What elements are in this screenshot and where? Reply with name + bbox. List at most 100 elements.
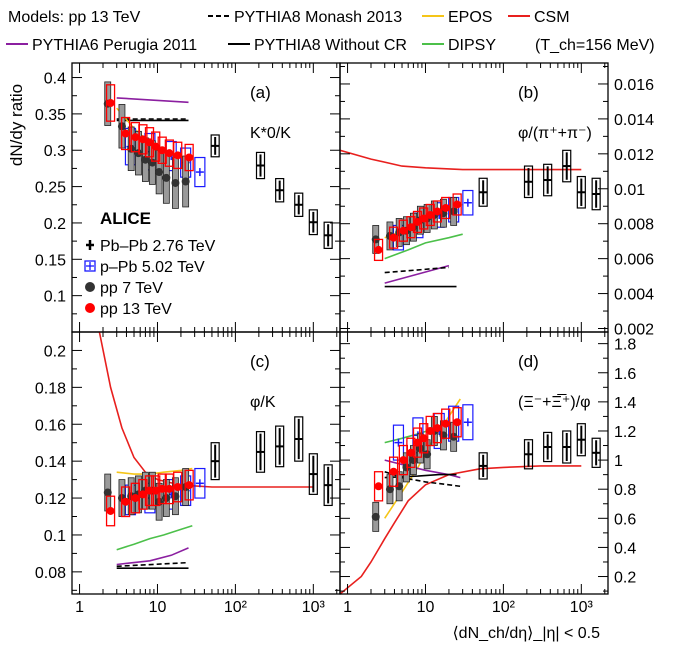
legend-entry: PYTHIA6 Perugia 2011 xyxy=(6,37,197,54)
ratio-label: K*0/K xyxy=(250,125,291,142)
x-tick-label: 10² xyxy=(492,599,516,616)
pp7-point xyxy=(141,155,150,164)
panel-2: 0.08 0.1 0.12 0.14 0.16 0.18 0.2 (c) φ/K xyxy=(35,331,341,595)
panel-frame xyxy=(71,331,341,595)
model-curve xyxy=(116,547,189,566)
y-tick-label: 0.18 xyxy=(35,380,66,397)
y-tick-label: 0.1 xyxy=(44,289,66,306)
y-tick-label: 1 xyxy=(614,453,623,470)
y-tick-label: 0.14 xyxy=(35,454,66,471)
x-tick-label: 10³ xyxy=(570,599,594,616)
pp7-point xyxy=(162,173,171,182)
model-curve xyxy=(340,149,582,171)
legend-label: CSM xyxy=(534,9,570,26)
panel-letter: (d) xyxy=(518,352,539,371)
x-ticks xyxy=(79,332,338,594)
circle-marker xyxy=(85,282,95,292)
data-legend: ALICE Pb–Pb 2.76 TeV p–Pb 5.02 TeV pp 7 TeV… xyxy=(84,209,216,318)
ppb-syst-box xyxy=(462,404,474,441)
plot-area xyxy=(340,398,601,594)
data-legend-label: pp 13 TeV xyxy=(100,301,172,318)
panel-letter: (c) xyxy=(250,352,270,371)
y-tick-label: 0.2 xyxy=(614,570,636,587)
x-tick-label: 1 xyxy=(343,599,352,616)
y-tick-label: 0.002 xyxy=(614,322,654,339)
ppb-syst-box xyxy=(194,156,206,188)
pp13-point xyxy=(441,419,450,428)
y-tick-label: 0.16 xyxy=(35,417,66,434)
pp7-point xyxy=(155,168,164,177)
pp13-point xyxy=(106,98,115,107)
legend-note: (T_ch=156 MeV) xyxy=(535,37,655,54)
pp13-point xyxy=(441,203,450,212)
pp13-point xyxy=(426,210,435,219)
pp13-point xyxy=(106,506,115,515)
y-tick-label: 0.1 xyxy=(44,528,66,545)
pp13-point xyxy=(453,200,462,209)
panel-0: 0.1 0.15 0.2 0.25 0.3 0.35 0.4 (a) K*0/K xyxy=(35,62,341,333)
y-tick-label: 0.8 xyxy=(614,482,636,499)
panel-3: 0.2 0.4 0.6 0.8 1 1.2 1.4 1.6 1.8 (d) (Ξ⁻+Ξ̅⁺)/φ xyxy=(339,331,636,595)
y-tick-label: 0.4 xyxy=(614,540,636,557)
pp13-point xyxy=(374,245,383,254)
data-legend-entry: pp 13 TeV xyxy=(85,301,172,318)
pp13-point xyxy=(389,233,398,242)
legend-label: DIPSY xyxy=(448,37,496,54)
data-legend-entry: p–Pb 5.02 TeV xyxy=(84,259,205,276)
y-tick-label: 0.2 xyxy=(44,343,66,360)
model-curve xyxy=(98,332,314,488)
ratio-label: φ/K xyxy=(250,394,276,411)
legend-entry: DIPSY xyxy=(422,37,496,54)
pp13-point xyxy=(374,482,383,491)
model-curve xyxy=(384,266,449,274)
pp13-point xyxy=(426,426,435,435)
pp13-point xyxy=(121,497,130,506)
x-tick-label: 10² xyxy=(224,599,248,616)
y-ticks: 0.2 0.4 0.6 0.8 1 1.2 1.4 1.6 1.8 xyxy=(340,337,636,592)
plot-area xyxy=(340,149,601,288)
y-tick-label: 0.014 xyxy=(614,112,654,129)
y-tick-label: 1.2 xyxy=(614,424,636,441)
pp13-point xyxy=(433,207,442,216)
y-tick-label: 0.4 xyxy=(44,71,66,88)
model-curve xyxy=(116,561,189,568)
panel-1: 0.002 0.004 0.006 0.008 0.01 0.012 0.014 0.016 (… xyxy=(339,62,654,339)
y-ticks: 0.08 0.1 0.12 0.14 0.16 0.18 0.2 xyxy=(35,331,340,591)
y-tick-label: 0.006 xyxy=(614,252,654,269)
y-tick-label: 0.3 xyxy=(44,143,66,160)
y-tick-label: 0.008 xyxy=(614,217,654,234)
data-legend-entry: Pb–Pb 2.76 TeV xyxy=(86,238,216,255)
ratio-label: φ/(π⁺+π⁻) xyxy=(518,125,592,142)
pp13-point xyxy=(165,149,174,158)
y-tick-label: 0.004 xyxy=(614,287,654,304)
legend-entry: CSM xyxy=(508,9,570,26)
ppb-syst-box xyxy=(462,189,474,216)
panel-frame xyxy=(339,331,609,595)
model-curve xyxy=(384,459,461,479)
ratio-label: (Ξ⁻+Ξ̅⁺)/φ xyxy=(518,393,591,411)
y-tick-label: 0.08 xyxy=(35,565,66,582)
model-legend: Models: pp 13 TeV PYTHIA8 Monash 2013 EPOS… xyxy=(6,9,655,54)
legend-label: PYTHIA8 Without CR xyxy=(254,37,407,54)
ppb-syst-box xyxy=(194,467,206,499)
x-tick-label: 10 xyxy=(149,599,167,616)
pp13-point xyxy=(165,484,174,493)
pp7-point xyxy=(181,177,190,186)
model-curve xyxy=(384,264,450,284)
plot-area xyxy=(103,81,333,249)
panels: 0.10.150.20.250.30.350.4(a)K*0/K 0.002 0.0… xyxy=(35,62,654,595)
y-tick-label: 0.6 xyxy=(614,511,636,528)
x-tick-label: 10 xyxy=(417,599,435,616)
ppb-syst-box xyxy=(392,424,405,461)
circle-marker xyxy=(85,303,95,313)
open-cross-marker xyxy=(84,260,96,272)
x-ticks xyxy=(347,332,606,594)
pp13-point xyxy=(185,481,194,490)
model-curve xyxy=(340,465,582,594)
legend-entry: PYTHIA8 Without CR xyxy=(228,37,407,54)
axis-labels: 1 1 10 10 10² 10² 10³ 10³ ⟨dN_ch/dη⟩_|η| < 0.5 dN… xyxy=(7,84,600,642)
model-curve xyxy=(116,97,189,104)
pp7-point xyxy=(385,485,394,494)
legend-entry: PYTHIA8 Monash 2013 xyxy=(208,9,402,26)
x-ticks xyxy=(79,63,338,332)
